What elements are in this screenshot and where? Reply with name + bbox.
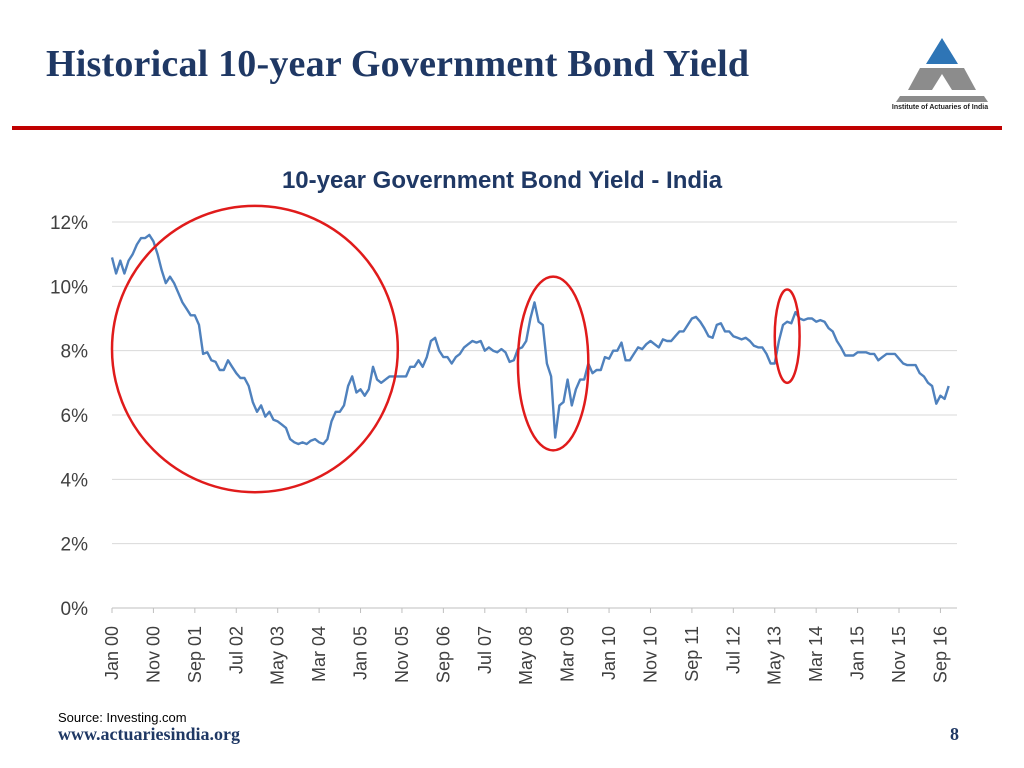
x-tick-label: Jan 05 (351, 626, 371, 680)
grid-lines (112, 221, 957, 545)
y-axis: 0% 2% 4% 6% 8% 10% 12% (50, 213, 88, 620)
x-tick-label: Jul 07 (475, 626, 495, 674)
y-tick-label: 10% (50, 277, 88, 298)
x-axis: Jan 00 Nov 00 Sep 01 Jul 02 May 03 Mar 04 Jan … (102, 607, 957, 685)
x-tick-label: Sep 01 (185, 626, 205, 683)
highlight-circle (516, 275, 590, 452)
x-tick-label: Jul 12 (723, 626, 743, 674)
x-tick-label: May 03 (268, 626, 288, 685)
slide-title: Historical 10-year Government Bond Yield (46, 43, 750, 85)
x-tick-label: Mar 04 (309, 626, 329, 682)
page-number: 8 (950, 724, 959, 744)
y-tick-label: 0% (61, 599, 89, 620)
chart-title: 10-year Government Bond Yield - India (282, 167, 723, 194)
source-note: Source: Investing.com (58, 710, 187, 725)
x-tick-label: May 08 (516, 626, 536, 685)
yield-line (110, 233, 950, 446)
x-tick-label: Jan 15 (848, 626, 868, 680)
x-tick-label: Nov 15 (889, 626, 909, 683)
chart-area: 10-year Government Bond Yield - India 0%… (0, 150, 1024, 710)
highlight-circle (110, 204, 400, 494)
y-tick-label: 4% (61, 470, 89, 491)
highlight-circle (773, 288, 801, 385)
bond-yield-chart: 10-year Government Bond Yield - India 0%… (50, 167, 957, 685)
logo-graphic (896, 38, 988, 102)
x-tick-label: Nov 05 (392, 626, 412, 683)
x-tick-label: Jul 02 (226, 626, 246, 674)
x-tick-label: Jan 00 (102, 626, 122, 680)
x-tick-label: Sep 16 (930, 626, 950, 683)
logo-caption: Institute of Actuaries of India (891, 104, 989, 111)
footer-url[interactable]: www.actuariesindia.org (58, 724, 240, 744)
institute-logo (890, 30, 1010, 116)
x-tick-label: May 13 (765, 626, 785, 685)
x-tick-label: Nov 10 (640, 626, 660, 683)
series-group (110, 233, 950, 446)
x-tick-label: Sep 11 (682, 626, 702, 682)
title-rule (12, 126, 1002, 130)
x-tick-label: Nov 00 (143, 626, 163, 683)
y-tick-label: 2% (61, 535, 89, 556)
y-tick-label: 6% (61, 406, 89, 427)
annotation-group (110, 204, 801, 494)
x-tick-label: Sep 06 (433, 626, 453, 683)
y-tick-label: 8% (61, 342, 89, 363)
x-tick-label: Mar 09 (558, 626, 578, 682)
x-tick-label: Jan 10 (599, 626, 619, 680)
x-tick-label: Mar 14 (806, 626, 826, 682)
y-tick-label: 12% (50, 213, 88, 234)
